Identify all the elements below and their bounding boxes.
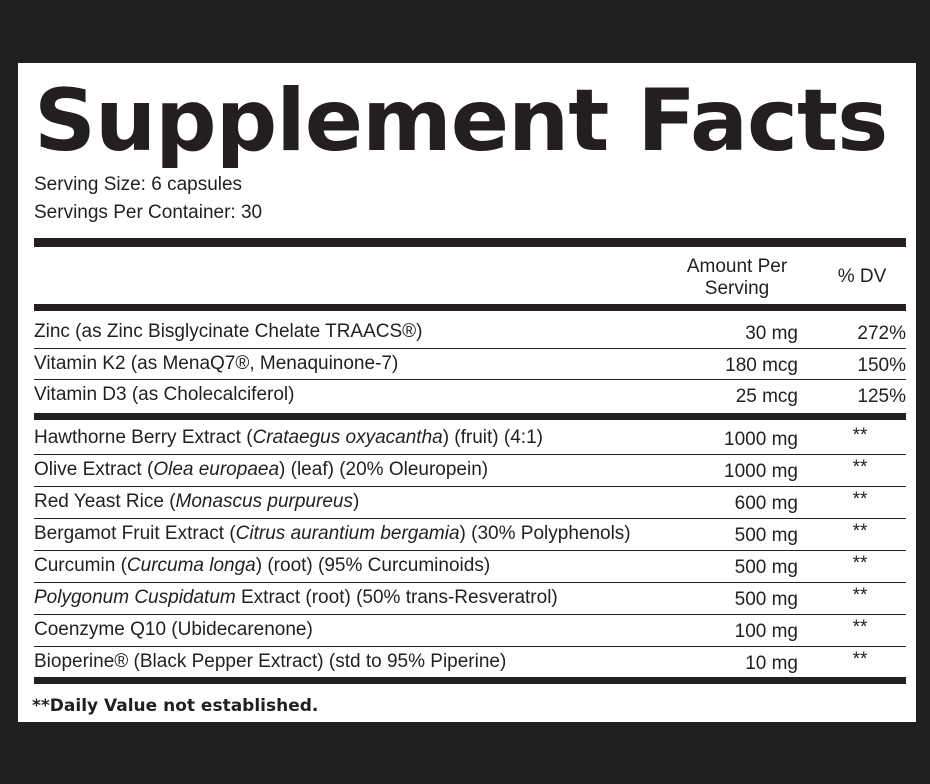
ingredient-name: Zinc (as Zinc Bisglycinate Chelate TRAAC… bbox=[34, 321, 423, 342]
row-divider bbox=[34, 486, 906, 487]
ingredient-dv: ** bbox=[852, 521, 868, 542]
ingredient-amount: 25 mcg bbox=[735, 386, 798, 407]
ingredient-amount: 30 mg bbox=[745, 323, 798, 344]
ingredient-name: Polygonum Cuspidatum Extract (root) (50%… bbox=[34, 587, 558, 608]
table-row: Coenzyme Q10 (Ubidecarenone) 100 mg ** bbox=[34, 614, 906, 645]
ingredient-name: Olive Extract (Olea europaea) (leaf) (20… bbox=[34, 459, 489, 480]
supplement-facts-panel: Supplement Facts Serving Size: 6 capsule… bbox=[18, 63, 916, 722]
table-row: Zinc (as Zinc Bisglycinate Chelate TRAAC… bbox=[34, 316, 906, 347]
ingredient-dv: ** bbox=[852, 457, 868, 478]
table-row: Bioperine® (Black Pepper Extract) (std t… bbox=[34, 646, 906, 677]
row-divider bbox=[34, 614, 906, 615]
ingredient-dv: ** bbox=[852, 649, 868, 670]
ingredient-dv: ** bbox=[852, 425, 868, 446]
ingredient-amount: 180 mcg bbox=[725, 355, 798, 376]
ingredient-name: Red Yeast Rice (Monascus purpureus) bbox=[34, 491, 360, 512]
ingredient-dv: ** bbox=[852, 489, 868, 510]
row-divider bbox=[34, 348, 906, 349]
table-row: Vitamin K2 (as MenaQ7®, Menaquinone-7) 1… bbox=[34, 348, 906, 379]
ingredient-dv: ** bbox=[852, 617, 868, 638]
table-row: Hawthorne Berry Extract (Crataegus oxyac… bbox=[34, 422, 906, 453]
panel-title: Supplement Facts bbox=[34, 71, 888, 171]
table-row: Bergamot Fruit Extract (Citrus aurantium… bbox=[34, 518, 906, 549]
ingredient-name: Vitamin D3 (as Cholecalciferol) bbox=[34, 384, 295, 405]
ingredient-amount: 500 mg bbox=[734, 557, 798, 578]
thick-divider-header bbox=[34, 304, 906, 311]
ingredient-amount: 100 mg bbox=[734, 621, 798, 642]
ingredient-dv: 150% bbox=[857, 355, 906, 376]
row-divider bbox=[34, 646, 906, 647]
thick-divider-top bbox=[34, 238, 906, 247]
row-divider bbox=[34, 550, 906, 551]
ingredient-amount: 500 mg bbox=[734, 589, 798, 610]
ingredient-amount: 600 mg bbox=[734, 493, 798, 514]
ingredient-dv: ** bbox=[852, 585, 868, 606]
ingredient-name: Curcumin (Curcuma longa) (root) (95% Cur… bbox=[34, 555, 491, 576]
ingredient-amount: 1000 mg bbox=[724, 461, 798, 482]
ingredient-name: Coenzyme Q10 (Ubidecarenone) bbox=[34, 619, 313, 640]
table-row: Olive Extract (Olea europaea) (leaf) (20… bbox=[34, 454, 906, 485]
serving-size: Serving Size: 6 capsules bbox=[34, 174, 243, 195]
ingredient-amount: 500 mg bbox=[734, 525, 798, 546]
ingredient-name: Bioperine® (Black Pepper Extract) (std t… bbox=[34, 651, 507, 672]
ingredient-dv: 125% bbox=[857, 386, 906, 407]
row-divider bbox=[34, 379, 906, 380]
row-divider bbox=[34, 454, 906, 455]
ingredient-dv: ** bbox=[852, 553, 868, 574]
table-row: Red Yeast Rice (Monascus purpureus) 600 … bbox=[34, 486, 906, 517]
ingredient-name: Bergamot Fruit Extract (Citrus aurantium… bbox=[34, 523, 631, 544]
ingredient-name: Hawthorne Berry Extract (Crataegus oxyac… bbox=[34, 427, 543, 448]
table-row: Curcumin (Curcuma longa) (root) (95% Cur… bbox=[34, 550, 906, 581]
row-divider bbox=[34, 518, 906, 519]
footnote: **Daily Value not established. bbox=[32, 696, 319, 716]
table-row: Polygonum Cuspidatum Extract (root) (50%… bbox=[34, 582, 906, 613]
dv-header: % DV bbox=[837, 266, 887, 287]
servings-per-container: Servings Per Container: 30 bbox=[34, 202, 263, 223]
ingredient-amount: 10 mg bbox=[745, 653, 798, 674]
row-divider bbox=[34, 582, 906, 583]
thick-divider-middle bbox=[34, 413, 906, 420]
thick-divider-bottom bbox=[34, 677, 906, 684]
ingredient-dv: 272% bbox=[857, 323, 906, 344]
table-row: Vitamin D3 (as Cholecalciferol) 25 mcg 1… bbox=[34, 379, 906, 410]
ingredient-name: Vitamin K2 (as MenaQ7®, Menaquinone-7) bbox=[34, 353, 399, 374]
ingredient-amount: 1000 mg bbox=[724, 429, 798, 450]
amount-per-serving-header: Amount Per Serving bbox=[686, 256, 788, 299]
